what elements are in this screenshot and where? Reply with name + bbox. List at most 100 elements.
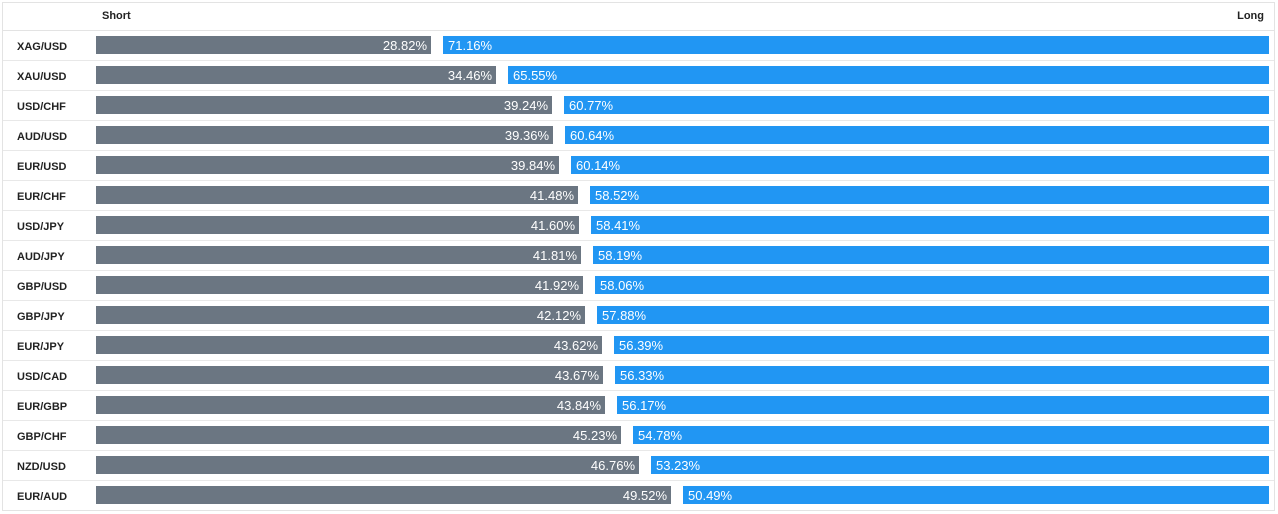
long-bar: 58.41% <box>591 216 1269 234</box>
table-row[interactable]: AUD/USD 39.36% 60.64% <box>3 121 1274 151</box>
sentiment-bar: 43.67% 56.33% <box>96 366 1269 384</box>
short-bar: 39.36% <box>96 126 553 144</box>
short-percent-label: 41.92% <box>534 278 579 293</box>
table-row[interactable]: EUR/AUD 49.52% 50.49% <box>3 481 1274 511</box>
table-body: XAG/USD 28.82% 71.16% XAU/USD 34.46% 65.55% US… <box>3 31 1274 511</box>
long-percent-label: 56.39% <box>619 338 664 353</box>
sentiment-bar: 39.84% 60.14% <box>96 156 1269 174</box>
short-bar: 41.60% <box>96 216 579 234</box>
short-bar: 41.92% <box>96 276 583 294</box>
short-percent-label: 43.62% <box>553 338 598 353</box>
long-bar: 53.23% <box>651 456 1269 474</box>
short-bar: 41.81% <box>96 246 581 264</box>
table-row[interactable]: GBP/CHF 45.23% 54.78% <box>3 421 1274 451</box>
long-percent-label: 56.33% <box>620 368 665 383</box>
long-bar: 65.55% <box>508 66 1269 84</box>
short-percent-label: 43.67% <box>554 368 599 383</box>
table-row[interactable]: EUR/GBP 43.84% 56.17% <box>3 391 1274 421</box>
long-bar: 58.19% <box>593 246 1269 264</box>
long-bar: 60.14% <box>571 156 1269 174</box>
table-row[interactable]: XAU/USD 34.46% 65.55% <box>3 61 1274 91</box>
long-bar: 56.33% <box>615 366 1269 384</box>
sentiment-bar: 41.81% 58.19% <box>96 246 1269 264</box>
short-bar: 43.84% <box>96 396 605 414</box>
table-row[interactable]: EUR/USD 39.84% 60.14% <box>3 151 1274 181</box>
long-percent-label: 58.52% <box>595 188 640 203</box>
long-percent-label: 56.17% <box>622 398 667 413</box>
pair-label: USD/CHF <box>17 101 66 113</box>
table-row[interactable]: GBP/JPY 42.12% 57.88% <box>3 301 1274 331</box>
long-bar: 60.64% <box>565 126 1269 144</box>
sentiment-bar: 34.46% 65.55% <box>96 66 1269 84</box>
short-percent-label: 49.52% <box>622 488 667 503</box>
short-percent-label: 46.76% <box>590 458 635 473</box>
sentiment-bar: 45.23% 54.78% <box>96 426 1269 444</box>
long-bar: 58.06% <box>595 276 1269 294</box>
short-bar: 28.82% <box>96 36 431 54</box>
short-percent-label: 41.48% <box>529 188 574 203</box>
table-row[interactable]: EUR/CHF 41.48% 58.52% <box>3 181 1274 211</box>
table-row[interactable]: USD/JPY 41.60% 58.41% <box>3 211 1274 241</box>
table-row[interactable]: USD/CAD 43.67% 56.33% <box>3 361 1274 391</box>
table-row[interactable]: NZD/USD 46.76% 53.23% <box>3 451 1274 481</box>
short-percent-label: 45.23% <box>572 428 617 443</box>
long-bar: 57.88% <box>597 306 1269 324</box>
pair-label: EUR/JPY <box>17 341 65 353</box>
table-row[interactable]: AUD/JPY 41.81% 58.19% <box>3 241 1274 271</box>
long-percent-label: 65.55% <box>513 68 558 83</box>
pair-label: AUD/USD <box>17 131 68 143</box>
long-percent-label: 50.49% <box>688 488 733 503</box>
long-bar: 60.77% <box>564 96 1269 114</box>
long-percent-label: 54.78% <box>638 428 683 443</box>
short-bar: 39.24% <box>96 96 552 114</box>
table-row[interactable]: EUR/JPY 43.62% 56.39% <box>3 331 1274 361</box>
pair-label: EUR/GBP <box>17 401 68 413</box>
pair-label: XAG/USD <box>17 41 68 53</box>
table-row[interactable]: USD/CHF 39.24% 60.77% <box>3 91 1274 121</box>
table-row[interactable]: GBP/USD 41.92% 58.06% <box>3 271 1274 301</box>
pair-label: AUD/JPY <box>17 251 65 263</box>
sentiment-bar: 28.82% 71.16% <box>96 36 1269 54</box>
short-bar: 43.67% <box>96 366 603 384</box>
pair-label: EUR/AUD <box>17 491 68 503</box>
long-bar: 56.39% <box>614 336 1269 354</box>
long-percent-label: 60.64% <box>570 128 615 143</box>
pair-label: GBP/USD <box>17 281 68 293</box>
short-column-header: Short <box>102 10 131 22</box>
long-bar: 54.78% <box>633 426 1269 444</box>
pair-label: GBP/CHF <box>17 431 67 443</box>
pair-label: USD/JPY <box>17 221 65 233</box>
short-percent-label: 28.82% <box>382 38 427 53</box>
long-column-header: Long <box>1237 10 1264 22</box>
pair-label: NZD/USD <box>17 461 66 473</box>
short-bar: 43.62% <box>96 336 602 354</box>
long-bar: 58.52% <box>590 186 1269 204</box>
sentiment-bar: 39.24% 60.77% <box>96 96 1269 114</box>
sentiment-bar: 41.92% 58.06% <box>96 276 1269 294</box>
short-percent-label: 42.12% <box>536 308 581 323</box>
sentiment-bar: 46.76% 53.23% <box>96 456 1269 474</box>
short-percent-label: 39.24% <box>503 98 548 113</box>
long-bar: 56.17% <box>617 396 1269 414</box>
pair-label: EUR/CHF <box>17 191 66 203</box>
sentiment-bar: 43.62% 56.39% <box>96 336 1269 354</box>
long-percent-label: 58.19% <box>598 248 643 263</box>
short-bar: 41.48% <box>96 186 578 204</box>
sentiment-bar: 42.12% 57.88% <box>96 306 1269 324</box>
long-bar: 71.16% <box>443 36 1269 54</box>
long-percent-label: 58.41% <box>596 218 641 233</box>
table-header: Short Long <box>3 3 1274 31</box>
pair-label: XAU/USD <box>17 71 67 83</box>
long-percent-label: 60.77% <box>569 98 614 113</box>
sentiment-bar: 41.60% 58.41% <box>96 216 1269 234</box>
sentiment-bar: 41.48% 58.52% <box>96 186 1269 204</box>
short-percent-label: 39.36% <box>504 128 549 143</box>
sentiment-bar: 49.52% 50.49% <box>96 486 1269 504</box>
short-bar: 49.52% <box>96 486 671 504</box>
pair-label: GBP/JPY <box>17 311 65 323</box>
sentiment-bar: 43.84% 56.17% <box>96 396 1269 414</box>
short-percent-label: 34.46% <box>447 68 492 83</box>
table-row[interactable]: XAG/USD 28.82% 71.16% <box>3 31 1274 61</box>
short-percent-label: 41.60% <box>530 218 575 233</box>
